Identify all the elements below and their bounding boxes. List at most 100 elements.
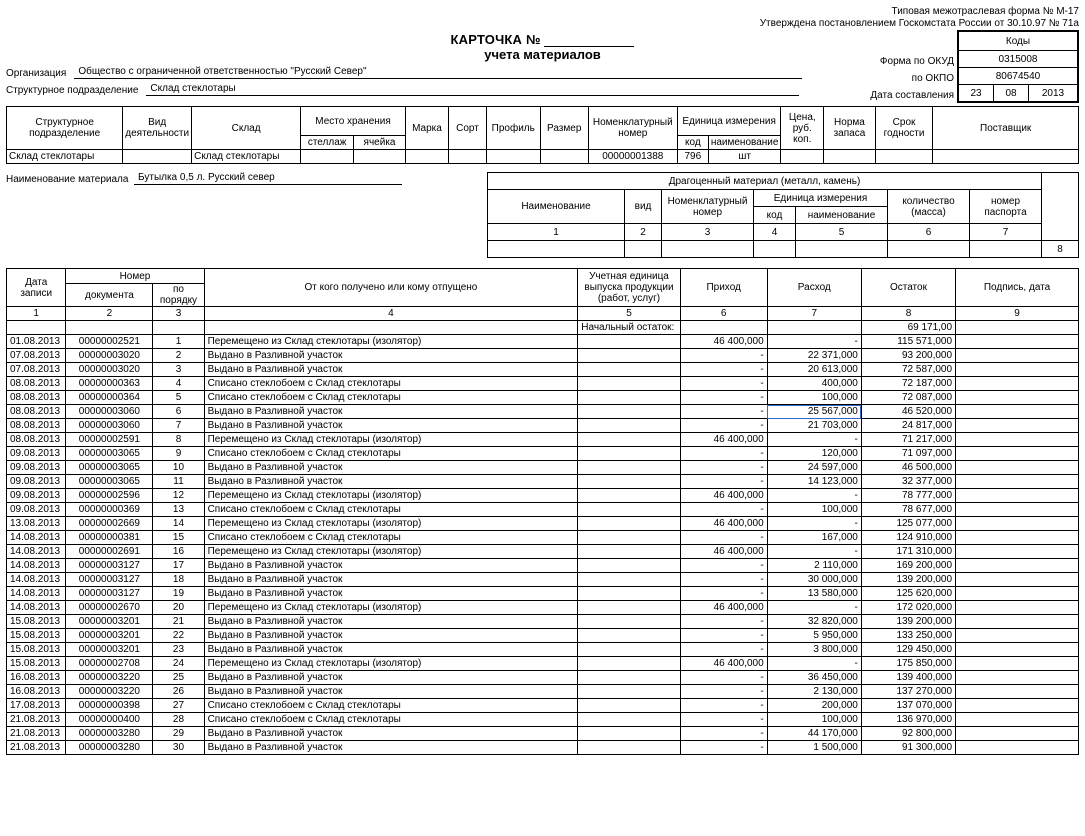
cell-seq: 22 xyxy=(153,629,204,643)
cell-desc: Выдано в Разливной участок xyxy=(204,629,578,643)
cell-out: 5 950,000 xyxy=(767,629,861,643)
cell-seq: 13 xyxy=(153,503,204,517)
cell-unit xyxy=(578,419,680,433)
cell-desc: Списано стеклобоем с Склад стеклотары xyxy=(204,447,578,461)
cell-unit xyxy=(578,727,680,741)
cell-date: 09.08.2013 xyxy=(7,475,66,489)
cell-unit xyxy=(578,713,680,727)
cell-desc: Списано стеклобоем с Склад стеклотары xyxy=(204,699,578,713)
t2-n8: 8 xyxy=(1042,241,1079,258)
cell-unit xyxy=(578,349,680,363)
cell-in: - xyxy=(680,377,767,391)
t1-h12: Норма запаса xyxy=(824,107,876,150)
cell-date: 09.08.2013 xyxy=(7,503,66,517)
t2-e5 xyxy=(796,241,888,258)
cell-seq: 3 xyxy=(153,363,204,377)
cell-date: 16.08.2013 xyxy=(7,685,66,699)
title-sub: учета материалов xyxy=(451,47,635,62)
cell-date: 21.08.2013 xyxy=(7,713,66,727)
t1-r-c10a: 796 xyxy=(677,150,708,164)
cell-out: - xyxy=(767,335,861,349)
cell-unit xyxy=(578,545,680,559)
cell-out: 20 613,000 xyxy=(767,363,861,377)
m-h4: Учетная единица выпуска продукции (работ… xyxy=(578,269,680,307)
t2-n6: 6 xyxy=(888,224,970,241)
t1-r-c8 xyxy=(540,150,588,164)
cell-out: 100,000 xyxy=(767,713,861,727)
cell-sign xyxy=(956,601,1079,615)
cell-desc: Выдано в Разливной участок xyxy=(204,461,578,475)
table-row: 09.08.2013000000030659Списано стеклобоем… xyxy=(7,447,1079,461)
cell-out: 22 371,000 xyxy=(767,349,861,363)
table-row: 08.08.2013000000030606Выдано в Разливной… xyxy=(7,405,1079,419)
table-row: 14.08.20130000000269116Перемещено из Скл… xyxy=(7,545,1079,559)
initial-cell xyxy=(66,321,153,335)
cell-out: 120,000 xyxy=(767,447,861,461)
cell-doc: 00000003020 xyxy=(66,349,153,363)
t1-r-c1: Склад стеклотары xyxy=(7,150,123,164)
t1-r-c13 xyxy=(875,150,932,164)
cell-out: - xyxy=(767,601,861,615)
form-code-line: Типовая межотраслевая форма № М-17 xyxy=(6,6,1079,18)
t1-r-c3: Склад стеклотары xyxy=(192,150,301,164)
table-row: 17.08.20130000000039827Списано стеклобое… xyxy=(7,699,1079,713)
cell-sign xyxy=(956,629,1079,643)
cell-ost: 72 087,000 xyxy=(861,391,955,405)
cell-doc: 00000003065 xyxy=(66,461,153,475)
cell-desc: Перемещено из Склад стеклотары (изолятор… xyxy=(204,601,578,615)
t1-r-c5 xyxy=(405,150,448,164)
t1-h10: Единица измерения xyxy=(677,107,781,136)
cell-seq: 15 xyxy=(153,531,204,545)
cell-in: - xyxy=(680,349,767,363)
cell-doc: 00000002521 xyxy=(66,335,153,349)
cell-out: 200,000 xyxy=(767,699,861,713)
table-row: 14.08.20130000000267020Перемещено из Скл… xyxy=(7,601,1079,615)
cell-desc: Выдано в Разливной участок xyxy=(204,475,578,489)
cell-desc: Перемещено из Склад стеклотары (изолятор… xyxy=(204,657,578,671)
cell-unit xyxy=(578,559,680,573)
cell-date: 16.08.2013 xyxy=(7,671,66,685)
cell-out: 100,000 xyxy=(767,391,861,405)
cell-sign xyxy=(956,671,1079,685)
table-row: 14.08.20130000000312718Выдано в Разливно… xyxy=(7,573,1079,587)
cell-seq: 30 xyxy=(153,741,204,755)
org-label: Организация xyxy=(6,68,66,79)
cell-sign xyxy=(956,615,1079,629)
cell-in: 46 400,000 xyxy=(680,517,767,531)
cell-sign xyxy=(956,545,1079,559)
cell-doc: 00000003220 xyxy=(66,671,153,685)
cell-unit xyxy=(578,601,680,615)
cell-seq: 20 xyxy=(153,601,204,615)
table-row: 13.08.20130000000266914Перемещено из Скл… xyxy=(7,517,1079,531)
cell-doc: 00000003065 xyxy=(66,475,153,489)
cell-out: 14 123,000 xyxy=(767,475,861,489)
cell-in: - xyxy=(680,643,767,657)
cell-desc: Списано стеклобоем с Склад стеклотары xyxy=(204,531,578,545)
cell-sign xyxy=(956,699,1079,713)
cell-ost: 78 777,000 xyxy=(861,489,955,503)
cell-doc: 00000003060 xyxy=(66,419,153,433)
cell-sign xyxy=(956,391,1079,405)
cell-unit xyxy=(578,615,680,629)
cell-desc: Перемещено из Склад стеклотары (изолятор… xyxy=(204,335,578,349)
cell-out: - xyxy=(767,433,861,447)
t2-e7 xyxy=(970,241,1042,258)
cell-in: - xyxy=(680,615,767,629)
cell-doc: 00000003127 xyxy=(66,559,153,573)
cell-desc: Выдано в Разливной участок xyxy=(204,573,578,587)
codes-labels: Форма по ОКУД по ОКПО Дата составления xyxy=(870,53,954,104)
material-value: Бутылка 0,5 л. Русский север xyxy=(134,172,402,185)
cell-sign xyxy=(956,643,1079,657)
cell-out: 1 500,000 xyxy=(767,741,861,755)
t2-n5: 5 xyxy=(796,224,888,241)
cell-unit xyxy=(578,363,680,377)
cell-out: 400,000 xyxy=(767,377,861,391)
t1-r-c4b xyxy=(354,150,406,164)
initial-cell: 69 171,00 xyxy=(861,321,955,335)
cell-unit xyxy=(578,741,680,755)
cell-unit xyxy=(578,531,680,545)
t2-e6 xyxy=(888,241,970,258)
m-h8: Подпись, дата xyxy=(956,269,1079,307)
m-h2: Номер xyxy=(66,269,204,284)
cell-ost: 46 520,000 xyxy=(861,405,955,419)
